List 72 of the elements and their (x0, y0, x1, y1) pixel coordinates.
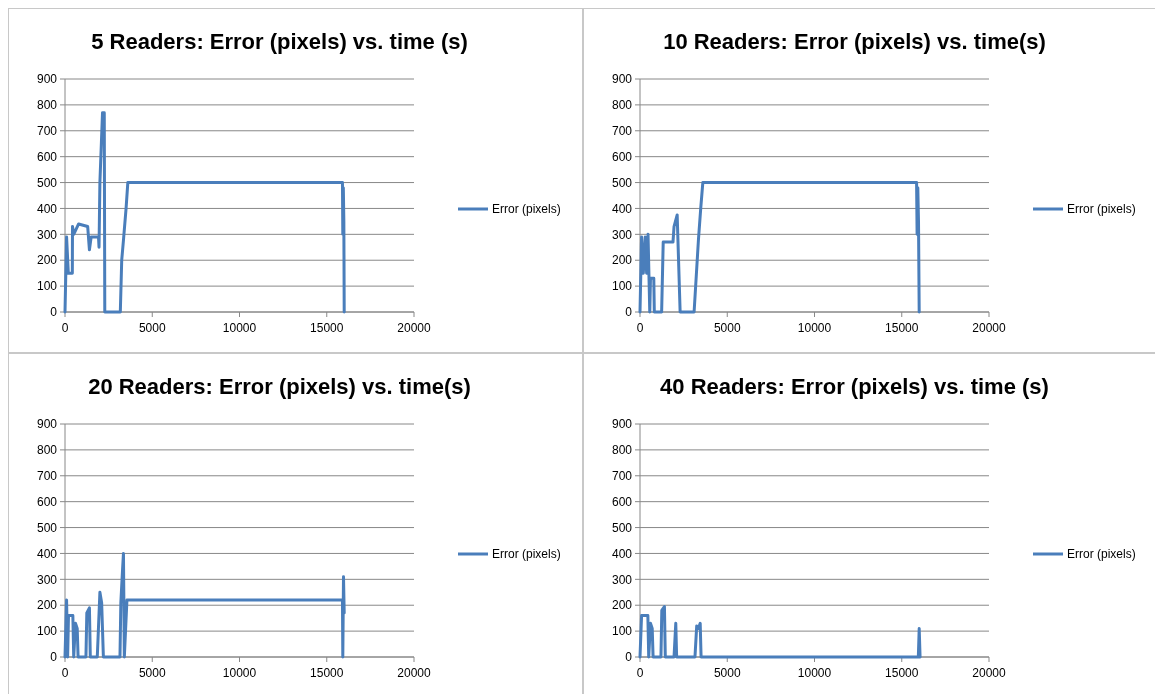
y-tick-label: 100 (611, 624, 633, 639)
x-tick-label: 5000 (138, 321, 166, 335)
y-tick-label: 900 (36, 417, 58, 432)
y-tick-label: 300 (36, 572, 58, 587)
y-tick-label: 200 (611, 598, 633, 613)
legend-label: Error (pixels) (492, 547, 561, 562)
x-tick-label: 0 (61, 321, 69, 335)
x-tick-label: 10000 (797, 321, 832, 335)
y-tick-label: 200 (36, 598, 58, 613)
y-tick-label: 600 (36, 494, 58, 509)
chart-title: 40 Readers: Error (pixels) vs. time (s) (660, 374, 1049, 399)
y-tick-label: 600 (611, 494, 633, 509)
y-tick-label: 500 (611, 175, 633, 190)
y-tick-label: 200 (611, 253, 633, 268)
y-tick-label: 800 (36, 443, 58, 458)
y-tick-label: 400 (611, 201, 633, 216)
y-tick-label: 100 (611, 279, 633, 294)
x-tick-label: 15000 (310, 666, 344, 680)
x-tick-label: 20000 (972, 321, 1007, 335)
x-tick-label: 15000 (885, 666, 919, 680)
y-tick-label: 700 (36, 123, 58, 138)
y-tick-label: 900 (611, 72, 633, 87)
x-tick-label: 5000 (138, 666, 166, 680)
y-tick-label: 500 (36, 520, 58, 535)
legend-label: Error (pixels) (1067, 202, 1136, 217)
y-tick-label: 700 (611, 468, 633, 483)
legend-label: Error (pixels) (492, 202, 561, 217)
line-series (638, 605, 922, 659)
chart-title: 20 Readers: Error (pixels) vs. time(s) (88, 374, 471, 399)
line-series (638, 181, 921, 314)
x-tick-label: 5000 (713, 321, 741, 335)
y-tick-label: 500 (36, 175, 58, 190)
y-tick-label: 400 (36, 201, 58, 216)
y-tick-label: 200 (36, 253, 58, 268)
x-tick-label: 20000 (397, 666, 432, 680)
x-tick-label: 0 (636, 321, 644, 335)
y-tick-label: 0 (50, 305, 58, 320)
x-tick-label: 15000 (885, 321, 919, 335)
y-tick-label: 900 (36, 72, 58, 87)
y-tick-label: 400 (611, 546, 633, 561)
x-tick-label: 0 (636, 666, 644, 680)
y-tick-label: 800 (611, 98, 633, 113)
chart-title: 5 Readers: Error (pixels) vs. time (s) (91, 29, 468, 54)
y-tick-label: 300 (611, 227, 633, 242)
y-tick-label: 0 (625, 305, 633, 320)
chart-title: 10 Readers: Error (pixels) vs. time(s) (663, 29, 1046, 54)
line-series (63, 111, 346, 314)
y-tick-label: 0 (625, 650, 633, 665)
x-tick-label: 15000 (310, 321, 344, 335)
y-tick-label: 800 (36, 98, 58, 113)
y-tick-label: 900 (611, 417, 633, 432)
x-tick-label: 10000 (222, 666, 257, 680)
x-tick-label: 0 (61, 666, 69, 680)
x-tick-label: 10000 (222, 321, 257, 335)
y-tick-label: 600 (611, 149, 633, 164)
y-tick-label: 300 (611, 572, 633, 587)
y-tick-label: 700 (611, 123, 633, 138)
y-tick-label: 100 (36, 624, 58, 639)
y-tick-label: 300 (36, 227, 58, 242)
x-tick-label: 20000 (397, 321, 432, 335)
line-series (63, 551, 346, 659)
x-tick-label: 10000 (797, 666, 832, 680)
y-tick-label: 400 (36, 546, 58, 561)
y-tick-label: 0 (50, 650, 58, 665)
y-tick-label: 700 (36, 468, 58, 483)
y-tick-label: 800 (611, 443, 633, 458)
y-tick-label: 100 (36, 279, 58, 294)
legend-label: Error (pixels) (1067, 547, 1136, 562)
y-tick-label: 500 (611, 520, 633, 535)
y-tick-label: 600 (36, 149, 58, 164)
x-tick-label: 5000 (713, 666, 741, 680)
x-tick-label: 20000 (972, 666, 1007, 680)
